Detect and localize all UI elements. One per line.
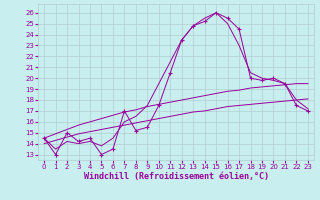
X-axis label: Windchill (Refroidissement éolien,°C): Windchill (Refroidissement éolien,°C) <box>84 172 268 181</box>
